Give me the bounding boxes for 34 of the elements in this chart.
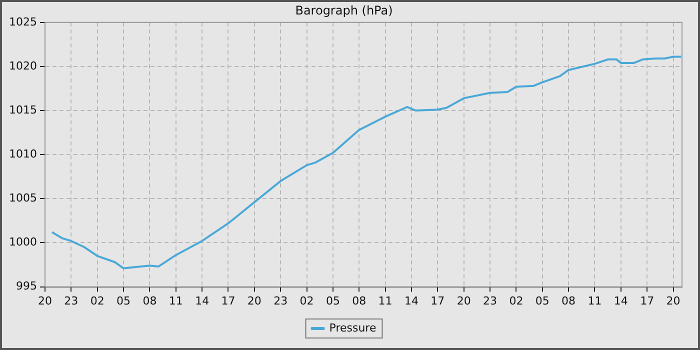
x-tick-label: 17 (430, 294, 445, 308)
x-tick-label: 23 (64, 294, 78, 308)
x-tick-label: 05 (116, 294, 131, 308)
x-tick-label: 23 (483, 294, 498, 308)
legend-label: Pressure (329, 321, 376, 334)
x-tick-label: 20 (666, 294, 680, 308)
x-tick-label: 20 (38, 294, 52, 308)
x-tick-label: 02 (509, 294, 524, 308)
x-tick-label: 05 (326, 294, 340, 308)
y-tick-label: 995 (16, 280, 37, 293)
x-tick-label: 11 (168, 294, 183, 308)
x-tick-label: 08 (142, 294, 157, 308)
x-tick-label: 14 (195, 294, 210, 308)
x-tick-label: 23 (274, 294, 288, 308)
y-tick-label: 1020 (8, 59, 37, 72)
x-tick-label: 08 (562, 294, 576, 308)
x-tick-label: 14 (404, 294, 418, 308)
y-tick-label: 1015 (8, 103, 37, 116)
x-tick-label: 11 (588, 294, 602, 308)
x-tick-label: 05 (535, 294, 550, 308)
x-tick-label: 17 (640, 294, 654, 308)
x-tick-label: 17 (221, 294, 236, 308)
y-tick-label: 1010 (8, 147, 37, 160)
x-tick-label: 02 (300, 294, 314, 308)
x-tick-label: 14 (614, 294, 628, 308)
x-tick-label: 02 (90, 294, 104, 308)
y-tick-label: 1005 (8, 192, 37, 205)
x-tick-label: 20 (247, 294, 262, 308)
x-tick-label: 20 (456, 294, 471, 308)
y-tick-label: 1000 (8, 236, 37, 249)
y-tick-label: 1025 (8, 15, 37, 28)
chart-title: Barograph (hPa) (295, 3, 393, 18)
x-tick-label: 11 (378, 294, 392, 308)
x-tick-label: 08 (352, 294, 366, 308)
